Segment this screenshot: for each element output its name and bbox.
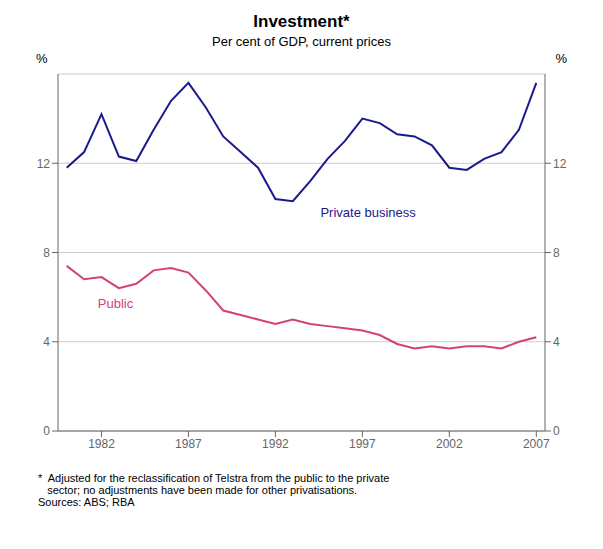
svg-text:4: 4 bbox=[553, 335, 560, 349]
svg-text:2002: 2002 bbox=[436, 437, 463, 451]
svg-text:8: 8 bbox=[43, 246, 50, 260]
svg-text:0: 0 bbox=[43, 424, 50, 438]
html-text:* Adjusted for the reclassific: * Adjusted for the reclassification of T… bbox=[38, 472, 390, 484]
svg-text:12: 12 bbox=[553, 157, 567, 171]
svg-text:1992: 1992 bbox=[262, 437, 289, 451]
html-text:Per cent of GDP, current price: Per cent of GDP, current prices bbox=[212, 34, 391, 49]
svg-text:Public: Public bbox=[98, 296, 134, 311]
svg-text:8: 8 bbox=[553, 246, 560, 260]
svg-text:1987: 1987 bbox=[175, 437, 202, 451]
svg-text:2007: 2007 bbox=[523, 437, 550, 451]
svg-text:1982: 1982 bbox=[88, 437, 115, 451]
svg-text:12: 12 bbox=[37, 157, 51, 171]
html-text:Investment*: Investment* bbox=[253, 12, 350, 31]
svg-text:1997: 1997 bbox=[349, 437, 376, 451]
svg-text:4: 4 bbox=[43, 335, 50, 349]
svg-text:Private business: Private business bbox=[320, 205, 416, 220]
html-text:sector; no adjustments have be: sector; no adjustments have been made fo… bbox=[38, 484, 358, 496]
svg-text:0: 0 bbox=[553, 424, 560, 438]
html-text:Sources: ABS; RBA: Sources: ABS; RBA bbox=[38, 496, 135, 508]
